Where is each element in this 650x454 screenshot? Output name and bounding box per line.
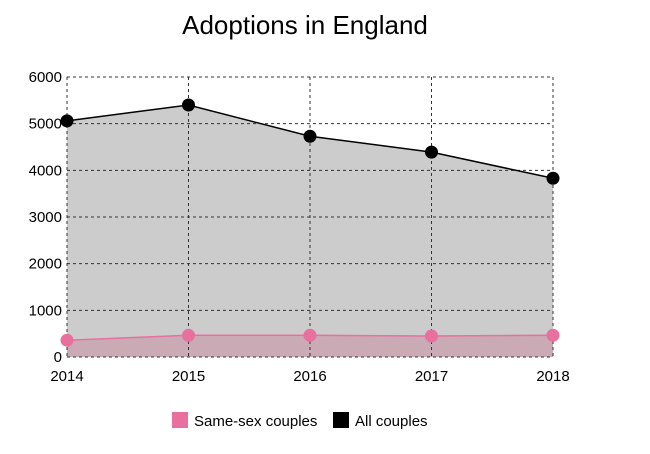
data-point [303, 328, 317, 342]
data-point [60, 114, 74, 128]
x-tick-label: 2017 [415, 368, 448, 385]
legend-swatch-0 [172, 412, 188, 428]
data-point [425, 145, 438, 159]
y-tick-label: 5000 [29, 116, 62, 133]
y-tick-label: 3000 [29, 209, 62, 226]
legend-label-1: All couples [355, 413, 428, 430]
y-tick-label: 4000 [29, 162, 62, 179]
data-point [425, 329, 438, 343]
legend-swatch-1 [333, 412, 349, 428]
data-point [546, 328, 560, 342]
data-point [182, 328, 195, 342]
y-tick-label: 0 [54, 349, 62, 366]
x-tick-label: 2018 [536, 368, 569, 385]
y-tick-label: 1000 [29, 302, 62, 319]
legend-label-0: Same-sex couples [194, 413, 317, 430]
data-point [60, 333, 74, 347]
x-tick-label: 2015 [172, 368, 205, 385]
data-point [546, 171, 560, 185]
y-tick-label: 6000 [29, 69, 62, 86]
data-point [303, 129, 317, 143]
chart-title: Adoptions in England [182, 10, 428, 40]
x-tick-label: 2014 [50, 368, 83, 385]
y-tick-label: 2000 [29, 256, 62, 273]
x-tick-label: 2016 [293, 368, 326, 385]
data-point [182, 98, 195, 112]
